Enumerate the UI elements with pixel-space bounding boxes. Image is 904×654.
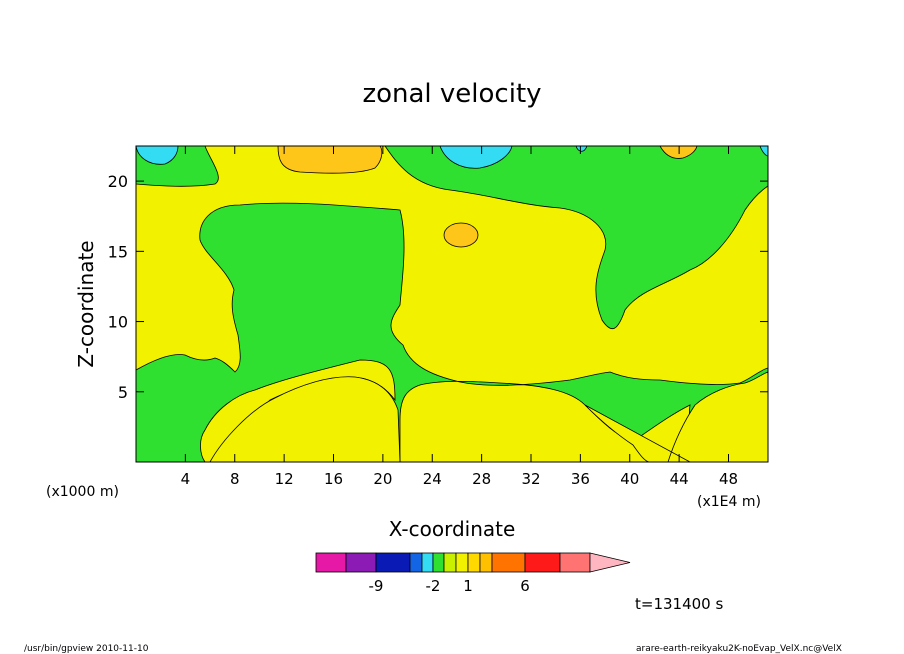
colorbar-bin-11 — [524, 552, 561, 573]
x-tick-label: 12 — [275, 470, 294, 488]
x-axis: 4 8 12 16 20 24 28 32 36 40 44 48 — [181, 146, 738, 488]
x-tick-label: 24 — [423, 470, 442, 488]
y-tick-label: 5 — [118, 383, 128, 402]
x-tick-label: 16 — [324, 470, 343, 488]
colorbar-bin-9 — [479, 552, 493, 573]
x-tick-label: 4 — [181, 470, 191, 488]
x-tick-label: 20 — [373, 470, 392, 488]
footer-right: arare-earth-reikyaku2K-noEvap_VelX.nc@Ve… — [636, 644, 842, 654]
field-yellow-bottom-left — [209, 376, 401, 462]
field-orange-top-left — [277, 146, 383, 174]
chart-title: zonal velocity — [362, 79, 541, 109]
x-tick-label: 36 — [571, 470, 590, 488]
y-axis-label: Z-coordinate — [74, 240, 98, 367]
field-yellow-bottom-right — [584, 371, 768, 462]
field-orange-center — [443, 222, 479, 248]
time-label: t=131400 s — [635, 595, 723, 613]
colorbar-bin-6 — [443, 552, 457, 573]
colorbar-label: 6 — [520, 577, 530, 595]
x-axis-label: X-coordinate — [389, 517, 516, 541]
field-green-top-middle — [384, 146, 768, 330]
field-cyan-top-middle — [439, 146, 513, 169]
x-tick-label: 40 — [620, 470, 639, 488]
colorbar-bin-4 — [421, 552, 434, 573]
x-tick-label: 32 — [521, 470, 540, 488]
colorbar-bin-3 — [409, 552, 423, 573]
colorbar-label: -9 — [369, 577, 384, 595]
colorbar-label: 1 — [463, 577, 473, 595]
colorbar-bin-8 — [467, 552, 481, 573]
colorbar-bin-1 — [345, 552, 377, 573]
field-cyan-small-2 — [759, 146, 768, 157]
x-tick-label: 48 — [719, 470, 738, 488]
colorbar-extend-arrow — [589, 552, 631, 573]
x-tick-label: 8 — [230, 470, 240, 488]
x-tick-label: 28 — [472, 470, 491, 488]
colorbar-label: -2 — [426, 577, 441, 595]
field-orange-top-right — [659, 146, 698, 159]
y-axis: 5 10 15 20 — [108, 172, 768, 402]
field-cyan-top-left — [136, 146, 179, 165]
x-unit-right: (x1E4 m) — [697, 494, 761, 510]
colorbar-bin-10 — [491, 552, 526, 573]
contour-field — [136, 146, 768, 462]
plot-frame — [135, 145, 769, 463]
x-unit-left: (x1000 m) — [46, 484, 119, 500]
colorbar-bin-7 — [455, 552, 469, 573]
colorbar-bin-2 — [375, 552, 411, 573]
y-tick-label: 15 — [108, 242, 128, 261]
colorbar-bin-12 — [559, 552, 591, 573]
colorbar-bin-0 — [315, 552, 347, 573]
colorbar-bin-5 — [432, 552, 445, 573]
colorbar: -9 -2 1 6 — [315, 552, 631, 595]
footer-left: /usr/bin/gpview 2010-11-10 — [24, 644, 149, 654]
x-tick-label: 44 — [670, 470, 689, 488]
y-tick-label: 10 — [108, 313, 128, 332]
y-tick-label: 20 — [108, 172, 128, 191]
